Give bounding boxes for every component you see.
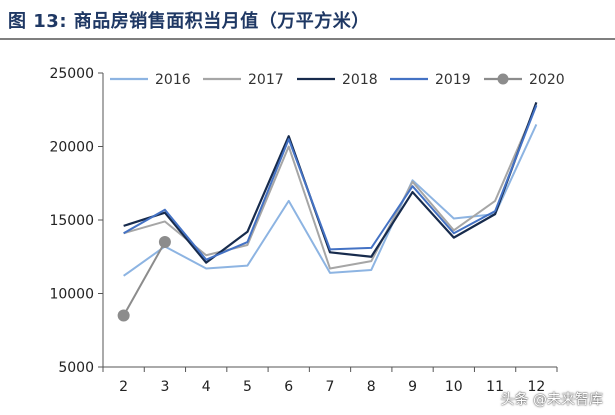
x-tick-label: 11 [486,379,504,395]
series-line-2016 [123,124,538,277]
legend-label-2019: 2019 [435,72,471,88]
series-line-2017 [123,104,538,270]
legend-label-2020: 2020 [529,72,565,88]
figure-title: 图 13: 商品房销售面积当月值（万平方米） [8,11,370,32]
x-tick-label: 4 [202,379,211,395]
chart-axes: 5000 10000 15000 20000 25000 2 3 4 5 6 7 8 9 10 11 12 [49,66,558,395]
title-divider [0,38,615,40]
y-tick-label: 25000 [49,66,94,82]
figure-header: 图 13: 商品房销售面积当月值（万平方米） [0,0,615,40]
legend-marker-2020 [497,73,509,85]
x-tick-label: 5 [243,379,252,395]
series-line-2018 [123,102,538,264]
y-tick-label: 5000 [58,360,94,376]
x-tick-label: 10 [445,379,463,395]
x-tick-label: 9 [408,379,417,395]
chart-legend: 2016 2017 2018 2019 2020 [110,72,565,88]
y-tick-label: 15000 [49,213,94,229]
x-tick-label: 2 [119,379,128,395]
x-tick-label: 3 [160,379,169,395]
watermark: 头条 @未来智库 [500,392,603,408]
legend-label-2017: 2017 [248,72,284,88]
x-tick-label: 6 [284,379,293,395]
x-tick-label: 7 [326,379,335,395]
chart-series [117,102,538,322]
x-tick-label: 12 [527,379,545,395]
series-line-2020 [122,241,166,317]
legend-label-2016: 2016 [155,72,191,88]
data-point-2020 [117,309,130,322]
legend-label-2018: 2018 [342,72,378,88]
y-tick-label: 10000 [49,287,94,303]
data-point-2020 [158,236,171,249]
x-tick-label: 8 [367,379,376,395]
series-line-2019 [123,104,538,261]
y-tick-label: 20000 [49,140,94,156]
